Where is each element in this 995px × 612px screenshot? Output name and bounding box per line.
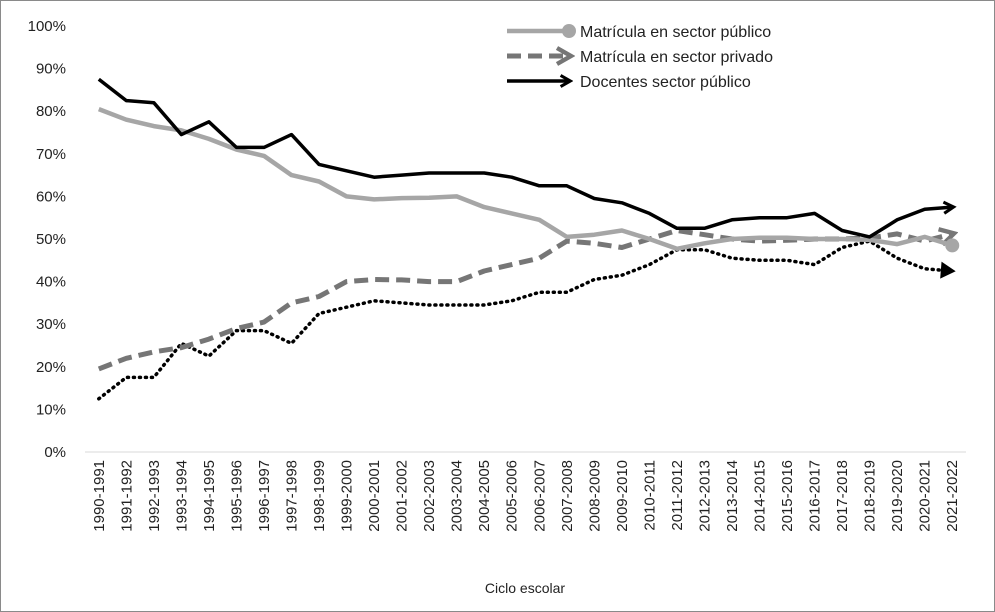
x-tick-label: 2002-2003 bbox=[421, 460, 438, 532]
x-tick-label: 2017-2018 bbox=[834, 460, 851, 532]
series-line-4 bbox=[97, 239, 956, 401]
legend-label: Matrícula en sector público bbox=[580, 24, 771, 41]
x-tick-label: 1994-1995 bbox=[201, 460, 218, 532]
series-end-marker bbox=[945, 238, 960, 253]
series-line-3 bbox=[97, 77, 952, 239]
legend-item: Matrícula en sector público bbox=[507, 24, 771, 41]
x-tick-label: 2018-2019 bbox=[862, 460, 879, 532]
x-tick-label: 2011-2012 bbox=[669, 460, 686, 531]
x-tick-label: 2014-2015 bbox=[752, 460, 769, 532]
x-tick-label: 2013-2014 bbox=[724, 460, 741, 532]
legend-marker bbox=[562, 24, 576, 38]
x-tick-label: 2007-2008 bbox=[559, 460, 576, 532]
x-tick-label: 2010-2011 bbox=[641, 460, 658, 531]
y-tick-label: 10% bbox=[36, 401, 66, 418]
x-tick-label: 1995-1996 bbox=[228, 460, 245, 532]
x-tick-label: 1991-1992 bbox=[118, 460, 135, 532]
y-tick-label: 60% bbox=[36, 188, 66, 205]
x-tick-label: 2009-2010 bbox=[614, 460, 631, 532]
x-tick-label: 1990-1991 bbox=[91, 460, 108, 532]
y-tick-label: 20% bbox=[36, 359, 66, 376]
x-tick-label: 2019-2020 bbox=[889, 460, 906, 532]
legend-item: Matrícula en sector privado bbox=[507, 49, 773, 66]
y-tick-label: 0% bbox=[44, 444, 66, 461]
y-tick-label: 90% bbox=[36, 61, 66, 78]
series-line-2 bbox=[97, 231, 952, 372]
x-tick-label: 2005-2006 bbox=[504, 460, 521, 532]
x-tick-label: 2001-2002 bbox=[394, 460, 411, 532]
x-tick-label: 2015-2016 bbox=[779, 460, 796, 532]
x-tick-label: 2012-2013 bbox=[696, 460, 713, 532]
legend: Matrícula en sector público Matrícula en … bbox=[507, 24, 773, 91]
legend-label: Docentes sector público bbox=[580, 74, 751, 91]
x-tick-label: 1999-2000 bbox=[339, 460, 356, 532]
series-line-1 bbox=[97, 107, 953, 252]
y-tick-label: 30% bbox=[36, 316, 66, 333]
x-tick-label: 1993-1994 bbox=[173, 460, 190, 532]
x-axis-title: Ciclo escolar bbox=[485, 580, 565, 596]
x-tick-label: 2020-2021 bbox=[917, 460, 934, 532]
y-tick-label: 40% bbox=[36, 274, 66, 291]
y-tick-label: 50% bbox=[36, 231, 66, 248]
x-tick-label: 1996-1997 bbox=[256, 460, 273, 532]
x-tick-label: 2021-2022 bbox=[944, 460, 961, 532]
legend-item: Docentes sector público bbox=[507, 74, 751, 91]
x-tick-label: 2004-2005 bbox=[476, 460, 493, 532]
x-tick-label: 2000-2001 bbox=[366, 460, 383, 532]
x-axis: 1990-1991 1991-1992 1992-1993 1993-1994 1994… bbox=[91, 460, 961, 532]
x-tick-label: 1997-1998 bbox=[283, 460, 300, 532]
y-tick-label: 70% bbox=[36, 146, 66, 163]
x-tick-label: 2006-2007 bbox=[531, 460, 548, 532]
x-tick-label: 1998-1999 bbox=[311, 460, 328, 532]
x-tick-label: 1992-1993 bbox=[146, 460, 163, 532]
y-tick-label: 100% bbox=[28, 18, 66, 35]
y-axis: 0% 10% 20% 30% 40% 50% 60% 70% 80% 90% 100% bbox=[28, 18, 66, 461]
x-tick-label: 2016-2017 bbox=[807, 460, 824, 532]
x-tick-label: 2008-2009 bbox=[586, 460, 603, 532]
series-layer bbox=[97, 77, 960, 401]
y-tick-label: 80% bbox=[36, 103, 66, 120]
legend-label: Matrícula en sector privado bbox=[580, 49, 773, 66]
x-tick-label: 2003-2004 bbox=[449, 460, 466, 532]
